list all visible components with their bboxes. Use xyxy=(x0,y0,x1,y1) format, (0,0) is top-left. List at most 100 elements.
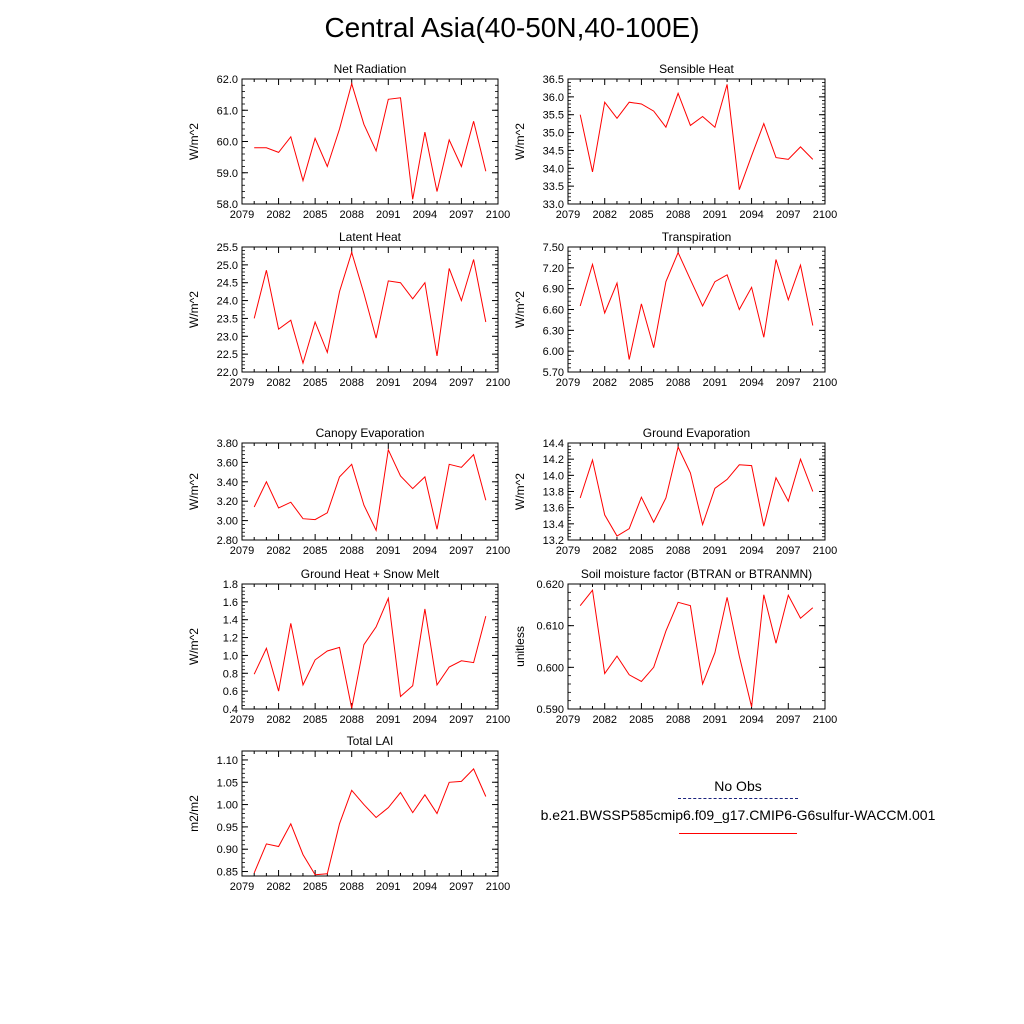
x-tick-label: 2088 xyxy=(666,377,690,389)
x-tick-label: 2100 xyxy=(813,545,837,557)
y-axis-label: W/m^2 xyxy=(187,123,201,160)
y-tick-label: 59.0 xyxy=(217,168,238,180)
y-tick-label: 5.70 xyxy=(543,367,564,379)
y-tick-label: 3.40 xyxy=(217,477,238,489)
x-tick-label: 2100 xyxy=(813,377,837,389)
x-tick-label: 2091 xyxy=(376,209,400,221)
panel-frame xyxy=(567,442,826,541)
figure-title: Central Asia(40-50N,40-100E) xyxy=(324,12,700,43)
x-tick-label: 2082 xyxy=(266,377,290,389)
y-axis-label: W/m^2 xyxy=(513,473,527,510)
x-tick-label: 2079 xyxy=(556,377,580,389)
panel-frame xyxy=(241,246,499,373)
y-tick-label: 0.8 xyxy=(223,668,238,680)
y-tick-label: 1.4 xyxy=(223,615,238,627)
y-tick-label: 1.00 xyxy=(217,800,238,812)
x-tick-label: 2079 xyxy=(230,881,254,893)
x-tick-label: 2094 xyxy=(739,545,763,557)
x-tick-label: 2082 xyxy=(592,545,616,557)
x-tick-label: 2082 xyxy=(592,714,616,726)
y-tick-label: 1.8 xyxy=(223,579,238,591)
x-tick-label: 2094 xyxy=(413,209,437,221)
x-tick-label: 2082 xyxy=(266,209,290,221)
x-tick-label: 2088 xyxy=(666,545,690,557)
y-tick-label: 35.0 xyxy=(543,128,564,140)
x-tick-label: 2100 xyxy=(486,209,510,221)
y-tick-label: 62.0 xyxy=(217,74,238,86)
panel-title: Latent Heat xyxy=(339,230,402,244)
panel-frame xyxy=(567,583,826,710)
y-tick-label: 13.4 xyxy=(543,519,564,531)
x-tick-label: 2091 xyxy=(376,714,400,726)
x-tick-label: 2094 xyxy=(413,881,437,893)
panel-frame xyxy=(241,442,499,541)
y-tick-label: 33.5 xyxy=(543,181,564,193)
x-tick-label: 2094 xyxy=(413,377,437,389)
x-tick-label: 2091 xyxy=(703,545,727,557)
y-tick-label: 0.590 xyxy=(536,704,564,716)
x-tick-label: 2085 xyxy=(303,377,327,389)
y-axis-label: m2/m2 xyxy=(187,795,201,832)
panel-title: Total LAI xyxy=(347,734,394,748)
panel-1: Sensible Heat W/m^2 2079 2082 2085 2088 2091 20… xyxy=(513,62,837,221)
series-line xyxy=(579,445,814,537)
x-tick-label: 2088 xyxy=(339,714,363,726)
x-tick-label: 2085 xyxy=(303,209,327,221)
x-tick-label: 2082 xyxy=(266,881,290,893)
y-axis-label: W/m^2 xyxy=(513,291,527,328)
x-tick-label: 2094 xyxy=(739,714,763,726)
x-tick-label: 2097 xyxy=(776,714,800,726)
y-tick-label: 6.60 xyxy=(543,305,564,317)
y-tick-label: 22.0 xyxy=(217,367,238,379)
x-tick-label: 2088 xyxy=(666,209,690,221)
y-tick-label: 6.30 xyxy=(543,325,564,337)
x-tick-label: 2088 xyxy=(339,881,363,893)
x-tick-label: 2091 xyxy=(703,377,727,389)
panel-title: Ground Heat + Snow Melt xyxy=(301,567,440,581)
y-tick-label: 25.5 xyxy=(217,242,238,254)
y-tick-label: 23.5 xyxy=(217,313,238,325)
legend-case-label: b.e21.BWSSP585cmip6.f09_g17.CMIP6-G6sulf… xyxy=(540,807,936,823)
y-tick-label: 36.5 xyxy=(543,74,564,86)
x-tick-label: 2094 xyxy=(739,377,763,389)
y-tick-label: 35.5 xyxy=(543,110,564,122)
panel-0: Net Radiation W/m^2 2079 2082 2085 2088 2091 20… xyxy=(187,62,510,221)
x-tick-label: 2082 xyxy=(266,545,290,557)
y-tick-label: 2.80 xyxy=(217,535,238,547)
series-line xyxy=(253,448,487,532)
x-tick-label: 2091 xyxy=(703,714,727,726)
y-tick-label: 0.4 xyxy=(223,704,238,716)
panel-title: Ground Evaporation xyxy=(643,426,750,440)
x-tick-label: 2085 xyxy=(303,545,327,557)
y-tick-label: 3.60 xyxy=(217,457,238,469)
x-tick-label: 2079 xyxy=(230,377,254,389)
x-tick-label: 2079 xyxy=(230,209,254,221)
x-tick-label: 2094 xyxy=(413,545,437,557)
y-tick-label: 7.20 xyxy=(543,263,564,275)
y-tick-label: 25.0 xyxy=(217,260,238,272)
y-tick-label: 0.610 xyxy=(536,621,564,633)
x-tick-label: 2097 xyxy=(776,377,800,389)
x-tick-label: 2088 xyxy=(339,377,363,389)
x-tick-label: 2094 xyxy=(413,714,437,726)
y-tick-label: 36.0 xyxy=(543,92,564,104)
x-tick-label: 2094 xyxy=(739,209,763,221)
x-tick-label: 2088 xyxy=(339,209,363,221)
x-tick-label: 2097 xyxy=(449,714,473,726)
series-line xyxy=(254,81,487,200)
x-tick-label: 2079 xyxy=(230,714,254,726)
x-tick-label: 2091 xyxy=(376,377,400,389)
panel-frame xyxy=(241,750,499,877)
x-tick-label: 2091 xyxy=(703,209,727,221)
y-tick-label: 1.0 xyxy=(223,650,238,662)
y-tick-label: 0.600 xyxy=(536,662,564,674)
y-tick-label: 14.4 xyxy=(543,438,564,450)
y-tick-label: 0.85 xyxy=(217,867,238,879)
panel-frame xyxy=(241,583,499,710)
y-tick-label: 7.50 xyxy=(543,242,564,254)
x-tick-label: 2097 xyxy=(449,209,473,221)
y-tick-label: 3.80 xyxy=(217,438,238,450)
x-tick-label: 2091 xyxy=(376,881,400,893)
panel-frame xyxy=(241,78,499,205)
